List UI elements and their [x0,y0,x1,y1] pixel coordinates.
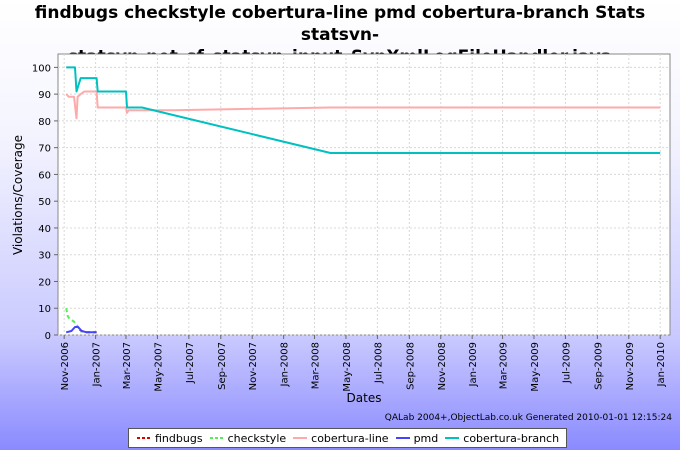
y-tick-label: 60 [38,170,51,181]
grid [58,54,670,336]
legend-label: cobertura-branch [463,431,560,445]
x-tick-label: Jan-2007 [92,342,103,387]
axes: 0 10 20 30 40 50 60 70 80 90 100 Nov-2006 Jan-2007 Ma… [32,63,667,391]
series-line-pmd [65,326,97,334]
legend-swatch-cobertura-branch [445,437,460,439]
legend-item-cobertura-branch: cobertura-branch [444,432,559,445]
series-lines [65,66,661,334]
x-tick-label: Jul-2007 [185,342,196,384]
x-tick-label: May-2008 [342,342,353,392]
legend: findbugs checkstyle cobertura-line pmd cober… [128,428,568,448]
series-line-cobertura-line [65,90,661,120]
legend-label: findbugs [155,431,203,445]
x-tick-label: Nov-2006 [60,342,71,390]
y-tick-label: 80 [38,117,51,128]
y-tick-label: 20 [38,277,51,288]
x-tick-label: Sep-2009 [593,342,604,390]
legend-swatch-checkstyle [209,437,224,439]
series-line-cobertura-branch [66,66,661,154]
x-tick-label: Jul-2008 [373,342,384,384]
y-axis-label: Violations/Coverage [11,135,25,255]
legend-item-checkstyle: checkstyle [209,431,287,445]
x-tick-label: Jul-2009 [561,342,572,384]
legend-item-cobertura-line: cobertura-line [292,431,389,445]
legend-item-pmd: pmd [395,431,439,445]
x-tick-label: Mar-2009 [499,342,510,389]
plot-area [57,53,671,336]
y-tick-label: 10 [38,304,51,315]
legend-label: cobertura-line [311,431,389,445]
line-chart: 0 10 20 30 40 50 60 70 80 90 100 Nov-2006 Jan-2007 Ma… [11,53,671,405]
legend-swatch-pmd [395,437,410,439]
x-tick-label: Sep-2008 [405,342,416,390]
legend-label: checkstyle [227,431,287,445]
y-tick-label: 0 [45,331,51,342]
x-tick-label: May-2007 [153,342,164,392]
x-axis-label: Dates [347,391,382,405]
y-tick-label: 50 [38,197,51,208]
y-tick-label: 30 [38,251,51,262]
x-tick-label: Nov-2009 [625,342,636,390]
x-tick-label: Jan-2008 [280,342,291,387]
y-tick-label: 40 [38,224,51,235]
legend-item-findbugs: findbugs [136,432,203,445]
y-tick-label: 90 [38,90,51,101]
legend-label: pmd [413,431,439,445]
legend-swatch-cobertura-line [293,437,308,439]
chart-title-line-1: findbugs checkstyle cobertura-line pmd c… [34,3,646,45]
credit-text: QALab 2004+,ObjectLab.co.uk Generated 20… [384,413,672,423]
x-tick-label: Nov-2008 [437,342,448,390]
x-tick-label: Mar-2008 [311,342,322,389]
x-tick-label: Jan-2009 [468,342,479,387]
y-tick-label: 70 [38,144,51,155]
x-tick-label: Nov-2007 [248,342,259,390]
x-tick-label: May-2009 [530,342,541,392]
x-tick-label: Mar-2007 [122,342,133,389]
legend-swatch-findbugs [137,437,151,439]
y-tick-label: 100 [32,63,51,74]
x-tick-label: Sep-2007 [217,342,228,390]
x-tick-label: Jan-2010 [656,342,667,387]
